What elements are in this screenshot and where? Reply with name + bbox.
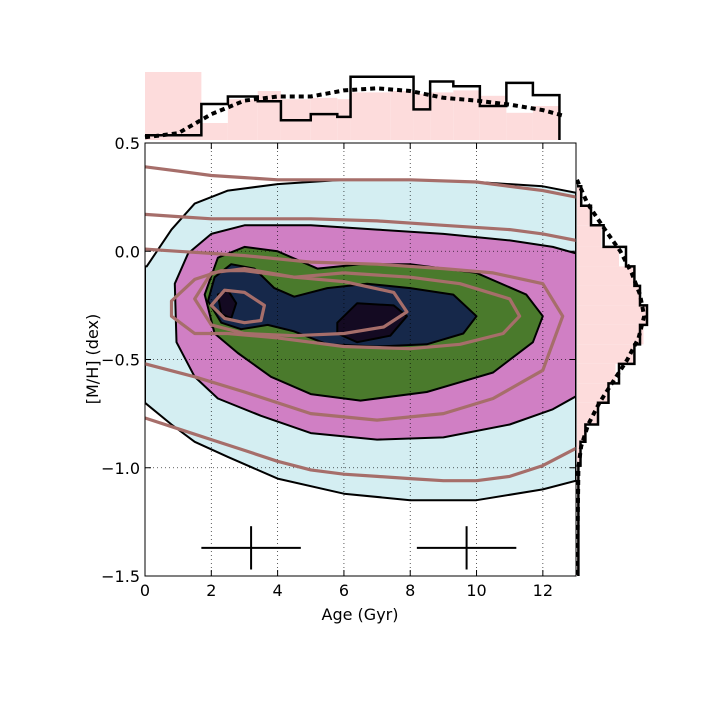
top-marginal-panel [144, 72, 564, 140]
top-marginal-fill-bar [337, 99, 351, 140]
y-axis-label: [M/H] (dex) [83, 314, 102, 404]
x-tick-label: 4 [273, 581, 283, 600]
right-marginal-fill-bar [577, 205, 591, 226]
top-marginal-histogram [145, 75, 561, 140]
main-plot-panel: 0 2 4 6 8 10 12 −1.5 −1.0 −0.5 0.0 0.5 [101, 134, 577, 600]
x-tick-label: 10 [466, 581, 486, 600]
filled-contour-layer [145, 178, 576, 502]
right-marginal-fill-bar [577, 424, 586, 442]
x-tick-label: 6 [339, 581, 349, 600]
top-marginal-fill-bar [310, 97, 338, 140]
overlay-contour [169, 269, 522, 351]
top-marginal-fill-bar [430, 92, 454, 140]
top-marginal-fill-bar [257, 91, 281, 140]
overlay-contour [145, 165, 576, 199]
top-marginal-fill-bar [532, 106, 560, 140]
top-marginal-fill-bar [413, 93, 431, 140]
right-marginal-fill-bar [577, 225, 602, 247]
right-marginal-fill-bar [577, 246, 619, 267]
x-tick-label: 12 [533, 581, 553, 600]
right-marginal-fill-bar [577, 383, 609, 403]
overlay-contour-layer [145, 165, 576, 483]
right-marginal-fill-bar [577, 305, 647, 325]
error-cross-layer [201, 526, 517, 570]
right-marginal-fill-bar [577, 285, 640, 306]
x-tick-label: 8 [405, 581, 415, 600]
top-marginal-fill-bar [506, 112, 533, 140]
grid-layer [145, 143, 576, 576]
top-marginal-fill-bar [350, 92, 391, 140]
y-tick-label: −1.0 [101, 459, 140, 478]
tick-layer: 0 2 4 6 8 10 12 −1.5 −1.0 −0.5 0.0 0.5 [101, 134, 576, 600]
right-marginal-fill-bar [577, 344, 633, 364]
right-marginal-fill-bar [577, 402, 598, 425]
right-marginal-fill-bar [577, 186, 581, 206]
top-marginal-fill-bar [201, 123, 228, 140]
overlay-contour [145, 247, 565, 422]
top-marginal-fill-bar [479, 95, 507, 140]
right-marginal-fill-bar [577, 363, 616, 384]
x-axis-label: Age (Gyr) [322, 605, 399, 624]
x-tick-label: 2 [206, 581, 216, 600]
y-tick-label: −1.5 [101, 567, 140, 586]
overlay-contour [145, 416, 576, 483]
top-marginal-kde [144, 86, 564, 140]
y-tick-label: −0.5 [101, 351, 140, 370]
top-marginal-fill-bar [453, 90, 480, 140]
top-marginal-fill-bar [390, 91, 414, 140]
x-tick-label: 0 [140, 581, 150, 600]
y-tick-label: 0.0 [115, 242, 140, 261]
right-marginal-fill-bar [577, 266, 633, 286]
right-marginal-fill-bar [577, 324, 644, 345]
overlay-contour [209, 288, 266, 325]
top-marginal-fill-bar [145, 72, 202, 140]
y-tick-label: 0.5 [115, 134, 140, 153]
right-marginal-kde [575, 178, 647, 577]
overlay-contour [193, 267, 409, 338]
right-marginal-panel [575, 178, 649, 577]
overlay-contour [145, 212, 576, 242]
